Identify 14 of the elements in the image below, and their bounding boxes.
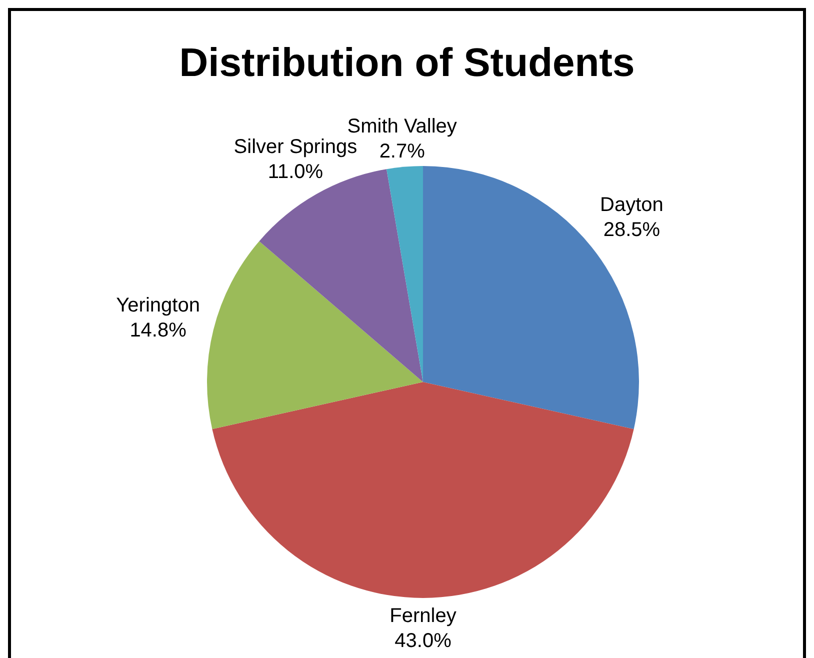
slice-label: Yerington xyxy=(116,294,200,317)
pie-slice xyxy=(386,166,423,382)
data-label: 43.0% xyxy=(394,630,452,652)
chart-title: Distribution of Students xyxy=(178,41,636,86)
pie-slice xyxy=(212,382,634,598)
slice-label: Silver Springs xyxy=(234,136,358,158)
slice-label: Fernley xyxy=(390,605,456,627)
data-label: 11.0% xyxy=(268,160,324,183)
slice-label: Smith Valley xyxy=(347,115,457,138)
data-label: 28.5% xyxy=(603,218,660,241)
data-label: 14.8% xyxy=(130,320,187,342)
slice-label: Dayton xyxy=(600,194,664,216)
data-label: 2.7% xyxy=(379,140,426,162)
pie-slice xyxy=(207,241,423,430)
